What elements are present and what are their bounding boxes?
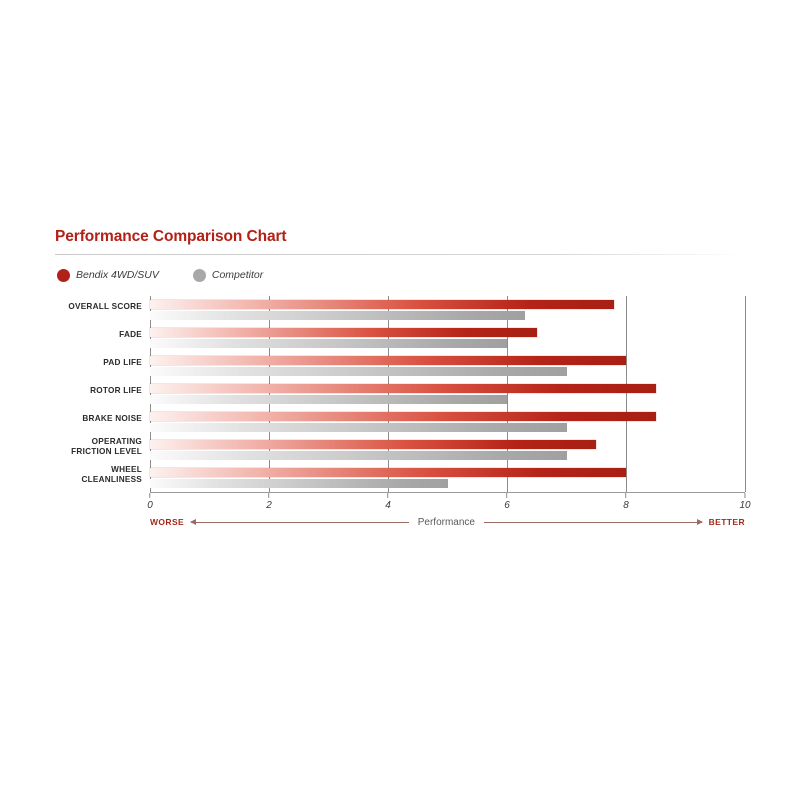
- bar-bendix: [150, 300, 615, 310]
- arrow-head-left: [190, 518, 197, 525]
- tick-mark: [625, 493, 627, 499]
- bar-row-list: [150, 296, 745, 492]
- legend-label-competitor: Competitor: [211, 269, 264, 282]
- x-tick-2: 2: [266, 493, 272, 511]
- bar-bendix: [150, 356, 626, 366]
- tick-mark: [387, 493, 389, 499]
- circle-marker-icon: [192, 268, 206, 282]
- x-tick-6: 6: [504, 493, 510, 511]
- bar-row: [150, 324, 745, 352]
- bar-bendix: [150, 440, 597, 450]
- plot-rows-region: OVERALL SCORE FADE PAD LIFE ROTOR LIFE BRAKE…: [55, 296, 746, 493]
- bar-row: [150, 380, 745, 408]
- tick-mark: [744, 493, 746, 499]
- bar-row: [150, 296, 745, 324]
- performance-direction-bar: WORSE Performance BETTER: [150, 513, 745, 531]
- x-axis-line: [150, 492, 745, 494]
- category-label: OVERALL SCORE: [68, 302, 142, 312]
- x-tick-10: 10: [739, 493, 751, 512]
- bar-competitor: [150, 423, 567, 433]
- bar-competitor: [150, 367, 567, 377]
- chart-legend: Bendix 4WD/SUV Competitor: [57, 267, 745, 283]
- bar-competitor: [150, 451, 567, 461]
- legend-label-bendix: Bendix 4WD/SUV: [76, 269, 159, 282]
- gridline-10: [745, 296, 746, 493]
- bars-region: [150, 296, 746, 493]
- tick-label: 4: [385, 500, 391, 512]
- better-arrow-icon: [483, 517, 703, 527]
- category-label: BRAKE NOISE: [82, 414, 142, 424]
- title-divider: [55, 254, 745, 256]
- tick-label: 6: [504, 500, 510, 512]
- arrow-head-right: [696, 518, 703, 525]
- tick-mark: [268, 493, 270, 499]
- arrow-line: [483, 522, 702, 524]
- category-label-list: OVERALL SCORE FADE PAD LIFE ROTOR LIFE BRAKE…: [55, 296, 150, 492]
- x-tick-8: 8: [623, 493, 629, 511]
- bar-competitor: [150, 395, 507, 405]
- tick-mark: [149, 493, 151, 499]
- worse-endcap-label: WORSE: [150, 517, 185, 528]
- bar-row: [150, 436, 745, 464]
- legend-item-competitor: Competitor: [192, 268, 264, 282]
- performance-comparison-card: Performance Comparison Chart Bendix 4WD/…: [55, 228, 751, 531]
- bar-bendix: [150, 328, 537, 338]
- arrow-line: [191, 522, 409, 524]
- bar-competitor: [150, 479, 448, 489]
- x-tick-0: 0: [147, 493, 153, 511]
- tick-label: 0: [147, 500, 153, 512]
- tick-label: 10: [739, 500, 751, 512]
- bar-row: [150, 352, 745, 380]
- category-label: FADE: [119, 330, 142, 340]
- bar-row: [150, 408, 745, 436]
- x-tick-4: 4: [385, 493, 391, 511]
- legend-item-bendix: Bendix 4WD/SUV: [57, 268, 159, 282]
- bar-row: [150, 464, 745, 492]
- category-label: WHEEL CLEANLINESS: [81, 465, 142, 484]
- bar-bendix: [150, 468, 626, 478]
- category-axis: OVERALL SCORE FADE PAD LIFE ROTOR LIFE BRAKE…: [55, 296, 150, 492]
- bar-competitor: [150, 311, 525, 321]
- tick-label: 8: [623, 500, 629, 512]
- category-label: PAD LIFE: [103, 358, 142, 368]
- worse-arrow-icon: [190, 517, 409, 527]
- bar-bendix: [150, 384, 656, 394]
- category-label: ROTOR LIFE: [90, 386, 142, 396]
- chart-plot-area: OVERALL SCORE FADE PAD LIFE ROTOR LIFE BRAKE…: [55, 296, 751, 531]
- better-endcap-label: BETTER: [708, 517, 745, 528]
- bar-competitor: [150, 339, 507, 349]
- x-axis-ticks: 0 2 4 6 8 10: [147, 493, 751, 513]
- tick-mark: [506, 493, 508, 499]
- axis-caption: Performance: [417, 516, 475, 528]
- category-label: OPERATING FRICTION LEVEL: [71, 437, 142, 456]
- page-title: Performance Comparison Chart: [55, 228, 287, 245]
- tick-label: 2: [266, 500, 272, 512]
- bar-bendix: [150, 412, 656, 422]
- circle-marker-icon: [57, 268, 70, 282]
